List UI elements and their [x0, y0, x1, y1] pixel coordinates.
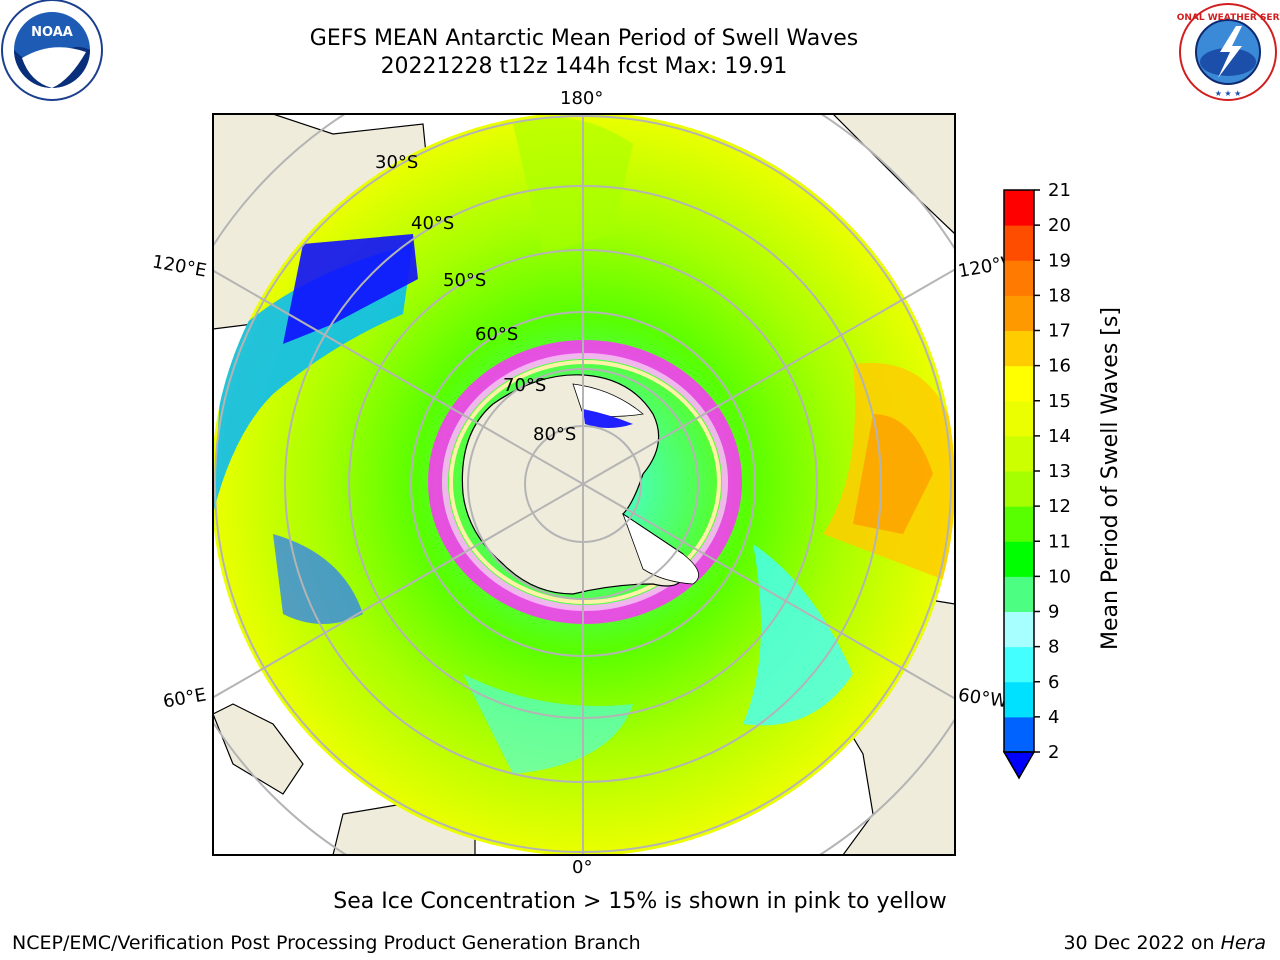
- polar-map: 30°S 40°S 50°S 60°S 70°S 80°S: [212, 113, 956, 856]
- colorbar-segment: [1004, 541, 1034, 577]
- colorbar-tick-label: 2: [1048, 742, 1059, 763]
- lat-label-50: 50°S: [443, 270, 486, 291]
- lat-label-60: 60°S: [475, 324, 518, 345]
- colorbar-tick-label: 18: [1048, 285, 1071, 306]
- colorbar-tick-label: 8: [1048, 637, 1059, 658]
- host-name: Hera: [1220, 932, 1266, 954]
- colorbar-tick-label: 4: [1048, 707, 1059, 728]
- date-stamp: 30 Dec 2022 on Hera: [1063, 932, 1266, 954]
- colorbar-tick-label: 14: [1048, 426, 1071, 447]
- lat-label-80: 80°S: [533, 424, 576, 445]
- colorbar-segment: [1004, 190, 1034, 226]
- colorbar-segment: [1004, 400, 1034, 437]
- nws-logo-icon: NATIONAL WEATHER SERVICE ★ ★ ★: [1176, 3, 1280, 101]
- colorbar-tick-label: 21: [1048, 180, 1071, 201]
- colorbar-segment: [1004, 611, 1034, 648]
- noaa-logo-icon: NOAA: [1, 0, 103, 101]
- svg-text:★ ★ ★: ★ ★ ★: [1215, 89, 1242, 98]
- colorbar-tick-label: 12: [1048, 496, 1071, 517]
- colorbar-segment: [1004, 576, 1034, 612]
- lat-label-70: 70°S: [503, 375, 546, 396]
- colorbar-segment: [1004, 260, 1034, 296]
- colorbar-segment: [1004, 681, 1034, 718]
- colorbar-tick-label: 6: [1048, 672, 1059, 693]
- colorbar: 2 4 6 8 9 10 11 12 13 14 15 16 17 18 19 20 21: [1002, 180, 1071, 780]
- colorbar-label: Mean Period of Swell Waves [s]: [1098, 307, 1123, 650]
- colorbar-segment: [1004, 646, 1034, 683]
- graticule: [213, 114, 955, 855]
- colorbar-tick-label: 10: [1048, 566, 1071, 587]
- colorbar-segment: [1004, 471, 1034, 507]
- colorbar-segment: [1004, 295, 1034, 331]
- map-frame: [212, 113, 956, 856]
- lon-label-0: 0°: [572, 857, 593, 878]
- noaa-logo-text: NOAA: [31, 25, 73, 40]
- nws-logo-text: NATIONAL WEATHER SERVICE: [1176, 13, 1280, 23]
- colorbar-segment: [1004, 225, 1034, 261]
- lat-label-40: 40°S: [411, 213, 454, 234]
- colorbar-segment: [1004, 435, 1034, 472]
- sea-ice-band: [428, 340, 742, 624]
- lon-label-60e: 60°E: [161, 684, 208, 713]
- colorbar-tick-label: 11: [1048, 531, 1071, 552]
- colorbar-tick-label: 9: [1048, 602, 1059, 623]
- sea-ice-note: Sea Ice Concentration > 15% is shown in …: [333, 889, 947, 914]
- colorbar-extend-arrow: [1002, 751, 1036, 780]
- colorbar-tick-label: 13: [1048, 461, 1071, 482]
- lon-label-120e: 120°E: [150, 251, 209, 282]
- colorbar-tick-label: 19: [1048, 250, 1071, 271]
- colorbar-segment: [1004, 330, 1034, 367]
- colorbar-tick-label: 16: [1048, 356, 1071, 377]
- colorbar-tick-label: 15: [1048, 391, 1071, 412]
- colorbar-segment: [1004, 506, 1034, 542]
- colorbar-tick-label: 20: [1048, 215, 1071, 236]
- colorbar-tick-label: 17: [1048, 321, 1071, 342]
- credit-text: NCEP/EMC/Verification Post Processing Pr…: [12, 932, 641, 954]
- colorbar-segment: [1004, 716, 1034, 753]
- chart-title: GEFS MEAN Antarctic Mean Period of Swell…: [309, 26, 859, 51]
- chart-subtitle: 20221228 t12z 144h fcst Max: 19.91: [380, 54, 788, 79]
- lon-label-180: 180°: [560, 88, 604, 109]
- date-prefix: 30 Dec 2022 on: [1063, 932, 1221, 954]
- colorbar-segment: [1004, 365, 1034, 402]
- lat-label-30: 30°S: [375, 152, 418, 173]
